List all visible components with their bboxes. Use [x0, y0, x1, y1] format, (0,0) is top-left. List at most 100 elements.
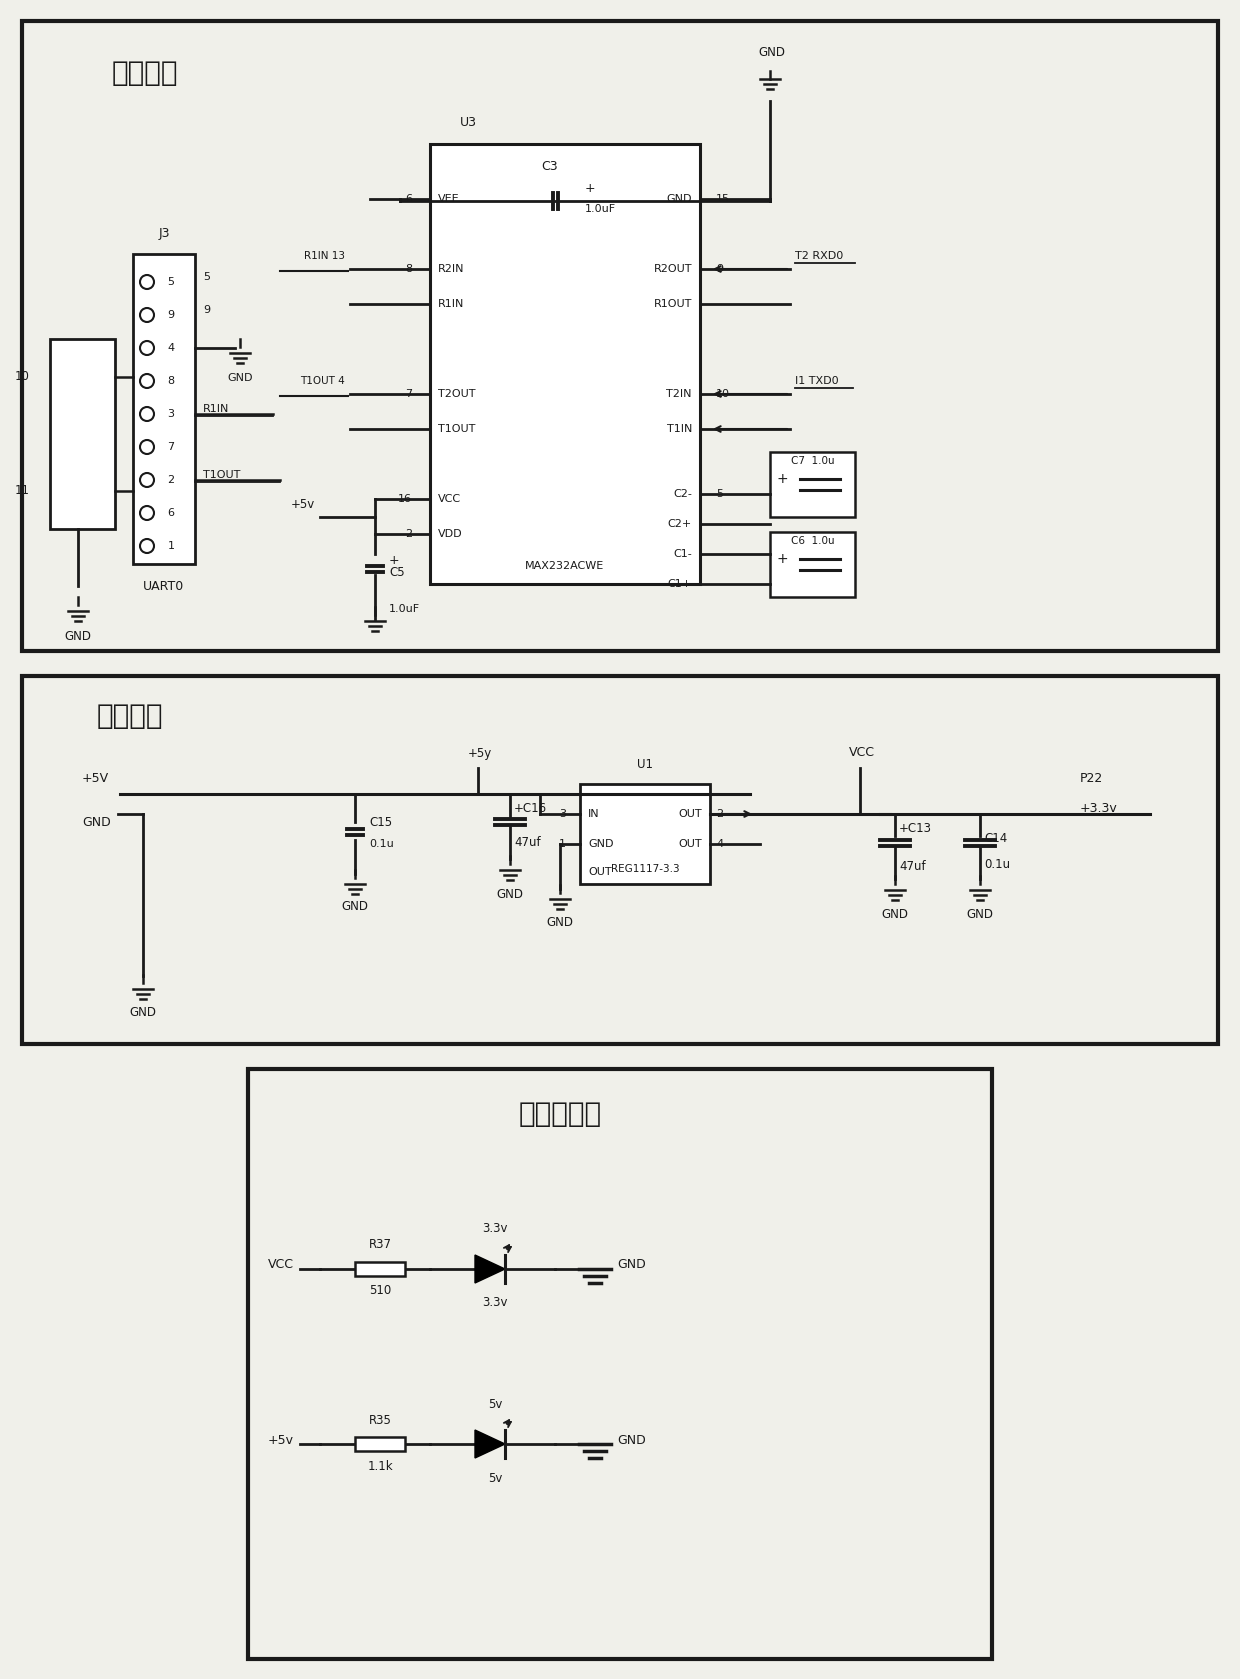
Text: I1 TXD0: I1 TXD0: [795, 376, 838, 386]
Text: C6  1.0u: C6 1.0u: [791, 537, 835, 546]
Text: +: +: [389, 554, 399, 568]
Text: 47uf: 47uf: [515, 836, 541, 848]
Text: GND: GND: [496, 888, 523, 900]
Bar: [22, 677, 1218, 1044]
Text: C2-: C2-: [673, 489, 692, 499]
Text: 1.0uF: 1.0uF: [585, 205, 616, 213]
Text: 8: 8: [167, 376, 175, 386]
Text: UART0: UART0: [144, 579, 185, 593]
Text: VCC: VCC: [849, 745, 875, 759]
Text: IN: IN: [588, 809, 600, 819]
Text: 3: 3: [167, 410, 175, 420]
Text: C7  1.0u: C7 1.0u: [791, 457, 835, 467]
Text: 5v: 5v: [487, 1471, 502, 1484]
Circle shape: [140, 341, 154, 354]
Text: VCC: VCC: [268, 1259, 294, 1271]
Text: GND: GND: [966, 908, 993, 920]
Text: 7: 7: [405, 390, 412, 400]
Circle shape: [140, 374, 154, 388]
Text: MAX232ACWE: MAX232ACWE: [526, 561, 605, 571]
Text: 2: 2: [167, 475, 175, 485]
Circle shape: [140, 307, 154, 322]
Text: GND: GND: [618, 1434, 646, 1447]
Text: GND: GND: [759, 47, 785, 59]
Text: T2OUT: T2OUT: [438, 390, 475, 400]
Text: +5v: +5v: [290, 499, 315, 510]
Text: T2IN: T2IN: [667, 390, 692, 400]
Text: GND: GND: [82, 816, 110, 828]
Bar: [580, 784, 711, 885]
Text: C14: C14: [985, 831, 1007, 845]
Text: R1IN: R1IN: [438, 299, 464, 309]
Text: 3.3v: 3.3v: [482, 1222, 507, 1236]
Text: C2+: C2+: [668, 519, 692, 529]
Bar: [248, 1070, 992, 1659]
Text: GND: GND: [588, 840, 614, 850]
Bar: [430, 144, 701, 584]
Text: GND: GND: [341, 900, 368, 912]
Text: 5: 5: [203, 272, 210, 282]
Text: VCC: VCC: [438, 494, 461, 504]
Text: 7: 7: [167, 442, 175, 452]
Bar: [22, 22, 1218, 651]
Text: +C13: +C13: [899, 821, 932, 834]
Text: REG1117-3.3: REG1117-3.3: [610, 865, 680, 875]
Text: VDD: VDD: [438, 529, 463, 539]
Text: 3.3v: 3.3v: [482, 1296, 507, 1310]
Text: T1OUT 4: T1OUT 4: [300, 376, 345, 386]
Text: OUT: OUT: [588, 866, 611, 876]
Text: +5v: +5v: [268, 1434, 294, 1447]
Text: OUT: OUT: [678, 809, 702, 819]
Text: T1OUT: T1OUT: [203, 470, 241, 480]
Circle shape: [140, 473, 154, 487]
Text: T1IN: T1IN: [667, 425, 692, 433]
Text: GND: GND: [129, 1006, 156, 1019]
Text: C5: C5: [389, 566, 404, 579]
Text: 1: 1: [167, 541, 175, 551]
Text: 2: 2: [405, 529, 412, 539]
Text: T1OUT: T1OUT: [438, 425, 475, 433]
Text: GND: GND: [882, 908, 909, 920]
Bar: [50, 339, 115, 529]
Text: T2 RXD0: T2 RXD0: [795, 250, 843, 260]
Text: 9: 9: [715, 264, 723, 274]
Text: 0.1u: 0.1u: [370, 840, 394, 850]
Text: 510: 510: [368, 1284, 391, 1298]
Text: 0.1u: 0.1u: [985, 858, 1011, 870]
Text: C1+: C1+: [668, 579, 692, 589]
Text: C3: C3: [542, 160, 558, 173]
Circle shape: [140, 505, 154, 520]
Text: 9: 9: [167, 311, 175, 321]
Text: 串口部分: 串口部分: [112, 59, 179, 87]
Text: 47uf: 47uf: [899, 860, 925, 873]
Text: +: +: [585, 183, 595, 195]
Text: R1IN 13: R1IN 13: [304, 250, 345, 260]
Text: +: +: [776, 552, 787, 566]
Text: 1.1k: 1.1k: [367, 1459, 393, 1472]
Bar: [355, 1263, 405, 1276]
Bar: [770, 452, 856, 517]
Text: 1: 1: [559, 840, 565, 850]
Text: U1: U1: [637, 757, 653, 771]
Text: GND: GND: [618, 1259, 646, 1271]
Text: GND: GND: [667, 195, 692, 205]
Text: 3: 3: [559, 809, 565, 819]
Bar: [133, 254, 195, 564]
Text: OUT: OUT: [678, 840, 702, 850]
Circle shape: [140, 406, 154, 421]
Text: +: +: [776, 472, 787, 485]
Circle shape: [140, 539, 154, 552]
Text: R1IN: R1IN: [203, 405, 229, 415]
Text: 电源指示灯: 电源指示灯: [518, 1100, 601, 1128]
Text: +5V: +5V: [82, 771, 109, 784]
Text: 8: 8: [405, 264, 412, 274]
Text: 15: 15: [715, 195, 730, 205]
Text: 16: 16: [398, 494, 412, 504]
Text: +3.3v: +3.3v: [1080, 801, 1117, 814]
Text: +C16: +C16: [515, 803, 547, 816]
Text: R1OUT: R1OUT: [653, 299, 692, 309]
Circle shape: [140, 440, 154, 453]
Text: U3: U3: [460, 116, 477, 129]
Text: 5: 5: [167, 277, 175, 287]
Text: C15: C15: [370, 816, 392, 828]
